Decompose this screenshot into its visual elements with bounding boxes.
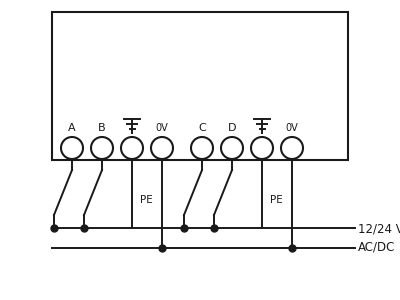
- Circle shape: [91, 137, 113, 159]
- Text: D: D: [228, 123, 236, 133]
- Circle shape: [61, 137, 83, 159]
- Text: 0V: 0V: [286, 123, 298, 133]
- Text: A: A: [68, 123, 76, 133]
- Text: 12/24 V
AC/DC: 12/24 V AC/DC: [358, 222, 400, 254]
- Bar: [52, 12, 348, 160]
- Circle shape: [281, 137, 303, 159]
- Circle shape: [151, 137, 173, 159]
- Circle shape: [221, 137, 243, 159]
- Circle shape: [121, 137, 143, 159]
- Text: PE: PE: [140, 195, 153, 205]
- Text: 0V: 0V: [156, 123, 168, 133]
- Circle shape: [191, 137, 213, 159]
- Text: B: B: [98, 123, 106, 133]
- Text: PE: PE: [270, 195, 283, 205]
- Text: C: C: [198, 123, 206, 133]
- Circle shape: [251, 137, 273, 159]
